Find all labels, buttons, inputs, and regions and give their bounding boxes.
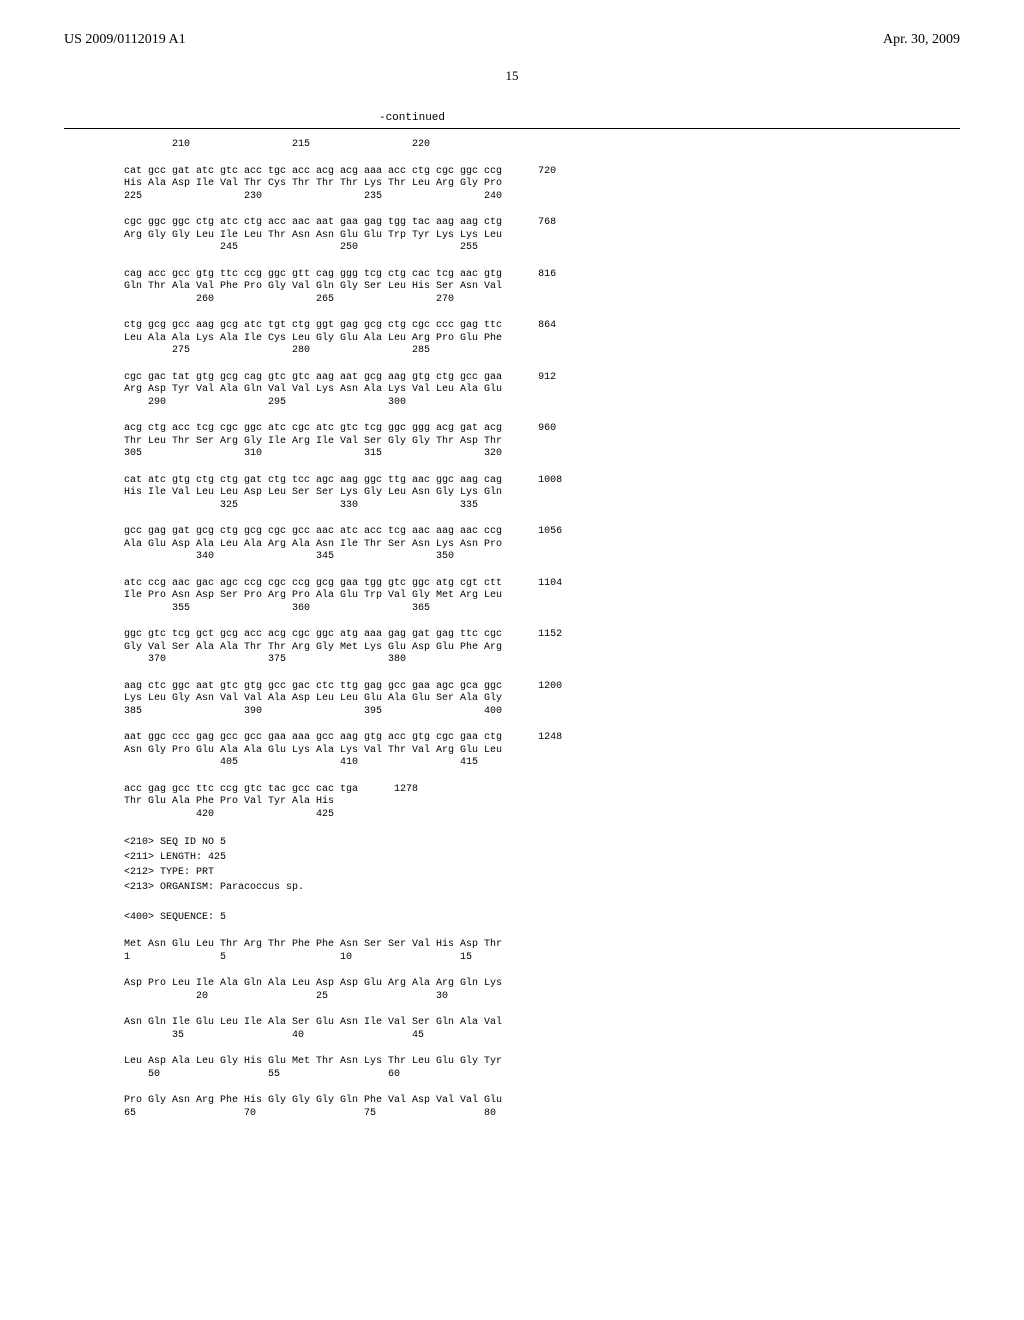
pos-row-0: 210 215 220 — [124, 139, 960, 152]
seq-triplet: gcc gag gat gcg ctg gcg cgc gcc aac atc … — [124, 526, 502, 564]
seq-basepair-num: 1008 — [538, 475, 562, 488]
seq-basepair-num: 1056 — [538, 526, 562, 539]
seq-triplet: cat gcc gat atc gtc acc tgc acc acg acg … — [124, 166, 502, 204]
seq-triplet: atc ccg aac gac agc ccg cgc ccg gcg gaa … — [124, 578, 502, 616]
seq-basepair-num: 720 — [538, 166, 556, 179]
seq-basepair-num: 1104 — [538, 578, 562, 591]
seq5-block: Asn Gln Ile Glu Leu Ile Ala Ser Glu Asn … — [124, 1017, 960, 1042]
seq-basepair-num: 912 — [538, 372, 556, 385]
rule-line — [64, 128, 960, 129]
seq5-block: Asp Pro Leu Ile Ala Gln Ala Leu Asp Asp … — [124, 978, 960, 1003]
doc-date: Apr. 30, 2009 — [883, 32, 960, 48]
seq-triplet: cgc gac tat gtg gcg cag gtc gtc aag aat … — [124, 372, 502, 410]
seq5-block: Met Asn Glu Leu Thr Arg Thr Phe Phe Asn … — [124, 939, 960, 964]
seq5-block: Pro Gly Asn Arg Phe His Gly Gly Gly Gln … — [124, 1095, 960, 1120]
seq-basepair-num: 1278 — [394, 784, 418, 797]
seq-basepair-num: 816 — [538, 269, 556, 282]
seq-basepair-num: 1200 — [538, 681, 562, 694]
seq-basepair-num: 1248 — [538, 732, 562, 745]
seq-triplet: ggc gtc tcg gct gcg acc acg cgc ggc atg … — [124, 629, 502, 667]
seq-triplet: aag ctc ggc aat gtc gtg gcc gac ctc ttg … — [124, 681, 502, 719]
seq-triplet: aat ggc ccc gag gcc gcc gaa aaa gcc aag … — [124, 732, 502, 770]
doc-id: US 2009/0112019 A1 — [64, 32, 186, 48]
seq-basepair-num: 960 — [538, 423, 556, 436]
seq5-block: Leu Asp Ala Leu Gly His Glu Met Thr Asn … — [124, 1056, 960, 1081]
seq-basepair-num: 864 — [538, 320, 556, 333]
seq-triplet: acc gag gcc ttc ccg gtc tac gcc cac tga … — [124, 784, 358, 822]
seq-triplet: cat atc gtg ctg ctg gat ctg tcc agc aag … — [124, 475, 502, 513]
seq-triplet: cag acc gcc gtg ttc ccg ggc gtt cag ggg … — [124, 269, 502, 307]
seq-triplet: ctg gcg gcc aag gcg atc tgt ctg ggt gag … — [124, 320, 502, 358]
seq-triplet: cgc ggc ggc ctg atc ctg acc aac aat gaa … — [124, 217, 502, 255]
page-number: 15 — [64, 68, 960, 84]
seq-basepair-num: 1152 — [538, 629, 562, 642]
seq-triplet: acg ctg acc tcg cgc ggc atc cgc atc gtc … — [124, 423, 502, 461]
continued-label: -continued — [64, 112, 960, 124]
seq5-metadata: <210> SEQ ID NO 5 <211> LENGTH: 425 <212… — [124, 835, 960, 925]
seq-basepair-num: 768 — [538, 217, 556, 230]
